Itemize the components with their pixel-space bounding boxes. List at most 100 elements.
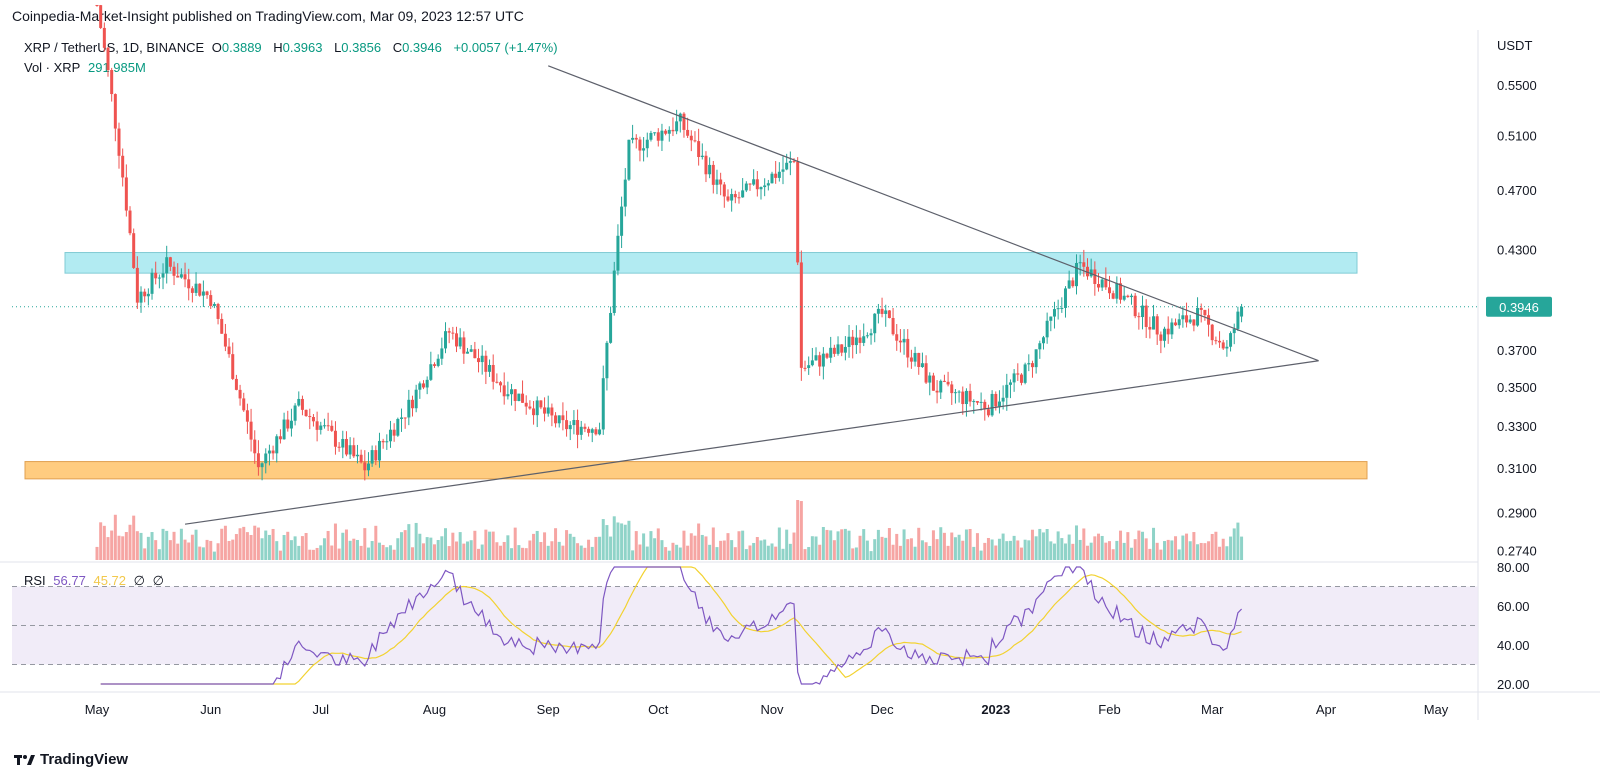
volume-bar <box>524 548 528 560</box>
volume-bar <box>110 530 114 560</box>
candle-body <box>1229 333 1233 347</box>
volume-bar <box>1218 546 1222 560</box>
tradingview-logo[interactable]: TradingView <box>14 751 128 768</box>
close-number: 0.3946 <box>402 40 442 55</box>
candle-body <box>942 380 946 382</box>
candle-body <box>381 440 385 443</box>
candle-body <box>418 383 422 390</box>
candle-body <box>726 196 730 201</box>
volume-bar <box>209 540 213 560</box>
candle-body <box>249 421 253 440</box>
candle-body <box>814 355 818 361</box>
candle-body <box>1074 262 1078 287</box>
rsi-tick-label: 80.00 <box>1497 560 1530 575</box>
volume-bar <box>344 529 348 560</box>
rsi-legend: RSI 56.77 45.72 ∅ ∅ <box>24 573 168 589</box>
candle-body <box>682 113 686 130</box>
volume-bar <box>311 549 315 560</box>
rsi-tick-label: 20.00 <box>1497 677 1530 692</box>
candle-body <box>983 401 987 410</box>
volume-bar <box>212 551 216 560</box>
volume-bar <box>777 527 781 560</box>
candle-body <box>579 426 583 435</box>
volume-bar <box>1185 533 1189 560</box>
candle-body <box>1056 308 1060 310</box>
volume-bar <box>997 538 1001 560</box>
candle-body <box>110 70 114 95</box>
volume-bar <box>946 545 950 560</box>
volume-bar <box>392 549 396 560</box>
candle-body <box>1207 315 1211 325</box>
volume-bar <box>436 540 440 560</box>
candle-body <box>737 197 741 199</box>
volume-bar <box>1100 535 1104 560</box>
candle-body <box>741 190 745 198</box>
candle-body <box>1192 319 1196 326</box>
volume-bar <box>1096 533 1100 560</box>
candle-body <box>799 262 803 368</box>
volume-bar <box>649 531 653 560</box>
volume-bar <box>1030 529 1034 560</box>
candle-body <box>748 183 752 185</box>
candle-body <box>352 445 356 457</box>
candle-body <box>132 233 136 268</box>
rsi-extra-2: ∅ <box>152 573 164 588</box>
candle-body <box>686 129 690 136</box>
volume-bar <box>832 540 836 560</box>
volume-bar <box>1001 533 1005 560</box>
candle-body <box>377 440 381 461</box>
low-value: L0.3856 <box>334 40 385 55</box>
volume-bar <box>975 533 979 560</box>
volume-bar <box>1056 531 1060 560</box>
candle-body <box>355 454 359 457</box>
volume-bar <box>708 544 712 560</box>
volume-bar <box>124 532 128 560</box>
candle-body <box>172 266 176 276</box>
candle-body <box>179 274 183 278</box>
volume-bar <box>267 534 271 560</box>
candle-body <box>807 365 811 368</box>
volume-bar <box>909 538 913 560</box>
volume-bar <box>429 537 433 560</box>
volume-bar <box>135 531 139 560</box>
volume-bar <box>774 546 778 560</box>
volume-bar <box>1137 530 1141 560</box>
time-tick-label: May <box>85 702 110 717</box>
candle-body <box>1082 262 1086 267</box>
candle-body <box>238 389 242 399</box>
candle-body <box>1126 295 1130 298</box>
candle-body <box>168 257 172 267</box>
rsi-label: RSI <box>24 573 46 588</box>
volume-bar <box>752 542 756 560</box>
volume-bar <box>433 544 437 560</box>
candle-body <box>1137 316 1141 318</box>
candle-body <box>1196 307 1200 326</box>
volume-bar <box>898 545 902 560</box>
candle-body <box>499 382 503 386</box>
high-number: 0.3963 <box>282 40 323 55</box>
volume-bar <box>348 540 352 560</box>
volume-bar <box>502 541 506 560</box>
volume-bar <box>495 542 499 560</box>
volume-bar <box>902 529 906 560</box>
candle-body <box>1240 306 1244 317</box>
volume-bar <box>466 541 470 560</box>
candle-body <box>913 352 917 362</box>
candle-body <box>326 425 330 427</box>
time-tick-label: Feb <box>1098 702 1120 717</box>
volume-bar <box>1174 536 1178 560</box>
candle-body <box>847 336 851 347</box>
volume-bar <box>961 540 965 560</box>
candle-body <box>333 430 337 447</box>
volume-bar <box>1236 522 1240 560</box>
candle-body <box>550 407 554 416</box>
volume-bar <box>814 536 818 560</box>
candle-body <box>245 410 249 422</box>
volume-bar <box>370 541 374 560</box>
candle-body <box>506 394 510 397</box>
volume-bar <box>1082 528 1086 560</box>
volume-bar <box>535 530 539 560</box>
candle-body <box>447 331 451 333</box>
candle-body <box>829 347 833 358</box>
